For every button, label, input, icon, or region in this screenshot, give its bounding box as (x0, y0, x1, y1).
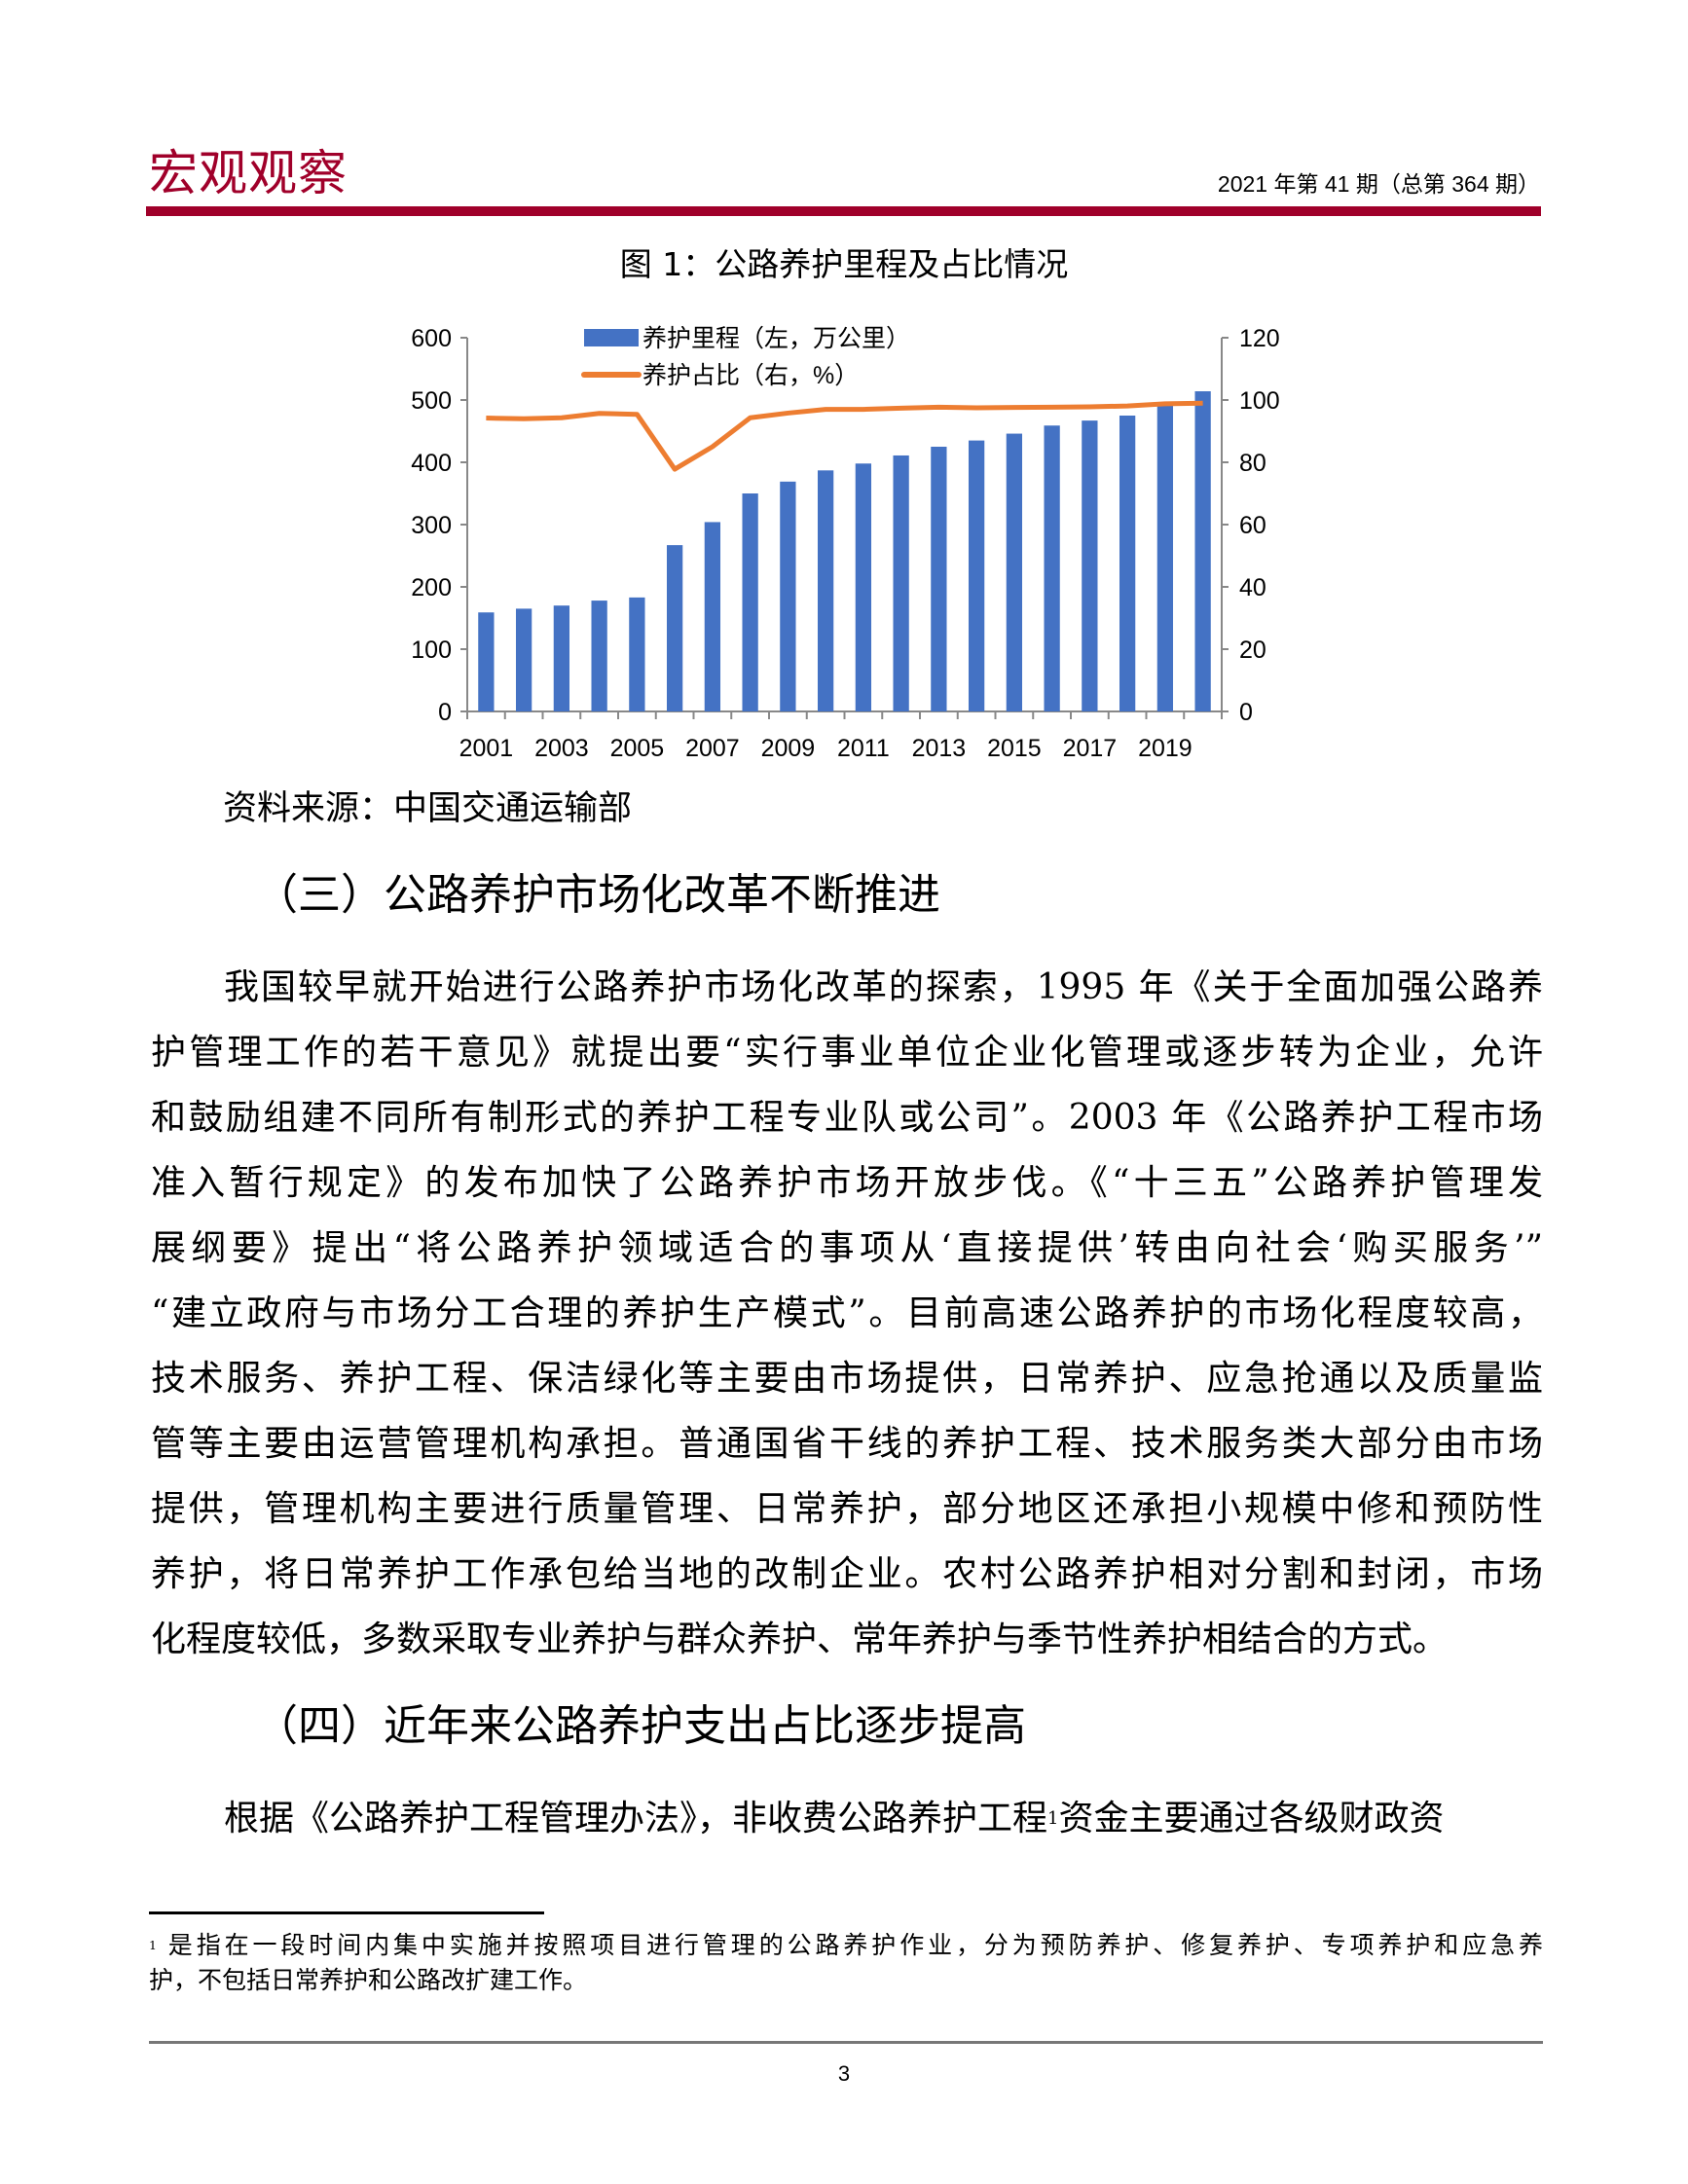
paragraph-line: 技术服务、养护工程、保洁绿化等主要由市场提供，日常养护、应急抢通以及质量监 (151, 1359, 1543, 1399)
section-heading-4: （四）近年来公路养护支出占比逐步提高 (255, 1701, 1026, 1751)
paragraph-line: 化程度较低，多数采取专业养护与群众养护、常年养护与季节性养护相结合的方式。 (151, 1620, 1449, 1659)
paragraph-line: “建立政府与市场分工合理的养护生产模式”。目前高速公路养护的市场化程度较高， (151, 1293, 1543, 1333)
footnote-text: 是指在一段时间内集中实施并按照项目进行管理的公路养护作业，分为预防养护、修复养护… (156, 1931, 1543, 1959)
bar-2002 (515, 608, 532, 711)
footer-divider (149, 2041, 1543, 2044)
footnote-divider (149, 1911, 544, 1914)
bar-2018 (1119, 416, 1136, 711)
x-tick-label: 2015 (987, 735, 1042, 762)
footnote-ref[interactable]: 1 (1047, 1808, 1059, 1829)
bar-2003 (553, 605, 570, 711)
right-tick-label: 0 (1239, 699, 1253, 726)
legend-label-share: 养护占比（右，%） (642, 362, 859, 389)
chart: 0 100 200 300 400 500 600 0 20 40 60 80 100 120 2001 20… (411, 325, 1280, 762)
x-tick-label: 2011 (837, 735, 890, 762)
right-tick-label: 40 (1239, 574, 1266, 601)
x-tick-label: 2009 (761, 735, 816, 762)
paragraph-line: 管等主要由运营管理机构承担。普通国省干线的养护工程、技术服务类大部分由市场 (151, 1424, 1543, 1464)
legend-swatch-mileage (584, 329, 639, 346)
paragraph-line: 养护，将日常养护工作承包给当地的改制企业。农村公路养护相对分割和封闭，市场 (151, 1554, 1543, 1594)
bar-2017 (1082, 420, 1098, 711)
brand-title: 宏观观察 (149, 145, 348, 201)
x-tick-label: 2007 (685, 735, 740, 762)
x-tick-label: 2019 (1138, 735, 1193, 762)
x-tick-label: 2003 (534, 735, 589, 762)
legend-label-mileage: 养护里程（左，万公里） (642, 325, 910, 352)
paragraph-line: 我国较早就开始进行公路养护市场化改革的探索，1995 年《关于全面加强公路养 (224, 967, 1543, 1007)
left-tick-label: 0 (438, 699, 452, 726)
left-tick-label: 500 (411, 387, 452, 415)
bar-2009 (780, 481, 796, 711)
paragraph-line: 根据《公路养护工程管理办法》，非收费公路养护工程1资金主要通过各级财政资 (224, 1797, 1543, 1841)
left-tick-label: 300 (411, 512, 452, 539)
footnote-line: 护，不包括日常养护和公路改扩建工作。 (149, 1966, 588, 1994)
left-tick-label: 600 (411, 325, 452, 352)
bar-2015 (1006, 433, 1023, 711)
bar-2001 (478, 612, 495, 711)
bar-2007 (704, 522, 721, 711)
paragraph-line: 展纲要》提出“将公路养护领域适合的事项从‘直接提供’转由向社会‘购买服务’” (151, 1228, 1543, 1268)
bar-2013 (931, 447, 947, 711)
x-tick-label: 2013 (912, 735, 967, 762)
left-tick-label: 100 (411, 637, 452, 664)
footnote-marker: 1 (149, 1938, 157, 1952)
paragraph-text: 资金主要通过各级财政资 (1058, 1799, 1445, 1838)
bar-2010 (817, 470, 834, 711)
right-tick-label: 120 (1239, 325, 1280, 352)
bar-2006 (666, 545, 683, 711)
x-tick-label: 2001 (459, 735, 514, 762)
footnote-line: 1 是指在一段时间内集中实施并按照项目进行管理的公路养护作业，分为预防养护、修复… (149, 1929, 1543, 1962)
bar-2011 (855, 463, 872, 711)
right-tick-label: 60 (1239, 512, 1266, 539)
bar-2014 (968, 440, 985, 711)
chart-title: 图 1：公路养护里程及占比情况 (619, 245, 1069, 283)
x-tick-label: 2005 (610, 735, 665, 762)
paragraph-line: 准入暂行规定》的发布加快了公路养护市场开放步伐。《“十三五”公路养护管理发 (151, 1163, 1543, 1203)
bar-2004 (591, 601, 607, 711)
bar-2012 (893, 455, 909, 711)
right-tick-label: 20 (1239, 637, 1266, 664)
right-tick-label: 100 (1239, 387, 1280, 415)
paragraph-text: 根据《公路养护工程管理办法》，非收费公路养护工程 (224, 1799, 1048, 1838)
paragraph-line: 提供，管理机构主要进行质量管理、日常养护，部分地区还承担小规模中修和预防性 (151, 1489, 1543, 1529)
bar-2020 (1194, 391, 1211, 711)
bar-2005 (629, 597, 645, 711)
right-tick-label: 80 (1239, 450, 1266, 477)
chart-source: 资料来源：中国交通运输部 (223, 789, 633, 828)
bar-2008 (742, 493, 758, 711)
page-number: 3 (837, 2061, 851, 2086)
paragraph-line: 和鼓励组建不同所有制形式的养护工程专业队或公司”。2003 年《公路养护工程市场 (151, 1098, 1543, 1138)
paragraph-line: 护管理工作的若干意见》就提出要“实行事业单位企业化管理或逐步转为企业，允许 (151, 1033, 1543, 1073)
bar-2016 (1044, 425, 1060, 711)
section-heading-3: （三）公路养护市场化改革不断推进 (255, 870, 940, 920)
left-tick-label: 200 (411, 574, 452, 601)
header-divider (146, 206, 1541, 216)
issue-number: 2021 年第 41 期（总第 364 期） (1217, 171, 1540, 197)
x-tick-label: 2017 (1063, 735, 1118, 762)
share-line (486, 400, 1203, 472)
bar-2019 (1156, 404, 1174, 711)
left-tick-label: 400 (411, 450, 452, 477)
